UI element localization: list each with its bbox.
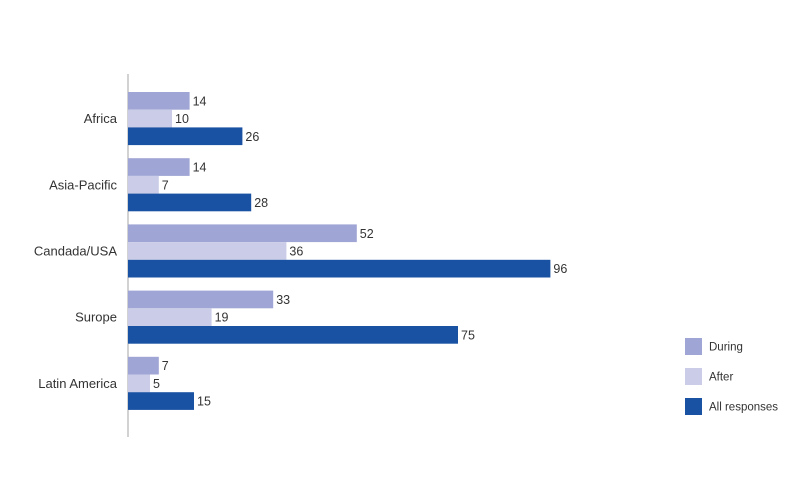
bar-latin-america-after bbox=[128, 374, 150, 393]
bar-africa-after bbox=[128, 109, 172, 128]
category-label-latin-america: Latin America bbox=[38, 376, 118, 391]
category-label-surope: Surope bbox=[75, 310, 117, 325]
legend-label-after: After bbox=[709, 372, 733, 384]
legend-swatch-during bbox=[685, 338, 702, 355]
legend-swatch-after bbox=[685, 368, 702, 385]
bar-surope-during bbox=[128, 290, 274, 309]
category-label-candada-usa: Candada/USA bbox=[34, 243, 117, 258]
data-label-surope-during: 33 bbox=[276, 293, 290, 307]
bar-asia-pacific-all-responses bbox=[128, 193, 252, 212]
bar-asia-pacific-during bbox=[128, 158, 190, 176]
data-label-africa-all-responses: 26 bbox=[245, 130, 259, 144]
data-label-candada-usa-all-responses: 96 bbox=[553, 262, 567, 276]
legend: During After All responses bbox=[685, 338, 778, 415]
bar-latin-america-all-responses bbox=[128, 392, 194, 410]
category-label-asia-pacific: Asia-Pacific bbox=[49, 177, 117, 192]
bar-candada-usa-all-responses bbox=[128, 259, 551, 278]
data-label-africa-after: 10 bbox=[175, 112, 189, 126]
legend-label-all-responses: All responses bbox=[709, 402, 778, 414]
category-labels: Africa Asia-Pacific Candada/USA Surope Latin… bbox=[34, 111, 118, 391]
data-label-latin-america-during: 7 bbox=[162, 359, 169, 373]
data-label-africa-during: 14 bbox=[193, 94, 207, 108]
category-label-africa: Africa bbox=[84, 111, 118, 126]
bar-surope-all-responses bbox=[128, 326, 458, 344]
data-label-asia-pacific-all-responses: 28 bbox=[254, 196, 268, 210]
bar-africa-all-responses bbox=[128, 127, 243, 146]
bar-asia-pacific-after bbox=[128, 175, 159, 194]
legend-swatch-all-responses bbox=[685, 398, 702, 415]
data-label-candada-usa-after: 36 bbox=[289, 244, 303, 258]
bar-candada-usa-during bbox=[128, 224, 357, 243]
data-label-surope-after: 19 bbox=[215, 311, 229, 325]
data-label-surope-all-responses: 75 bbox=[461, 328, 475, 342]
legend-label-during: During bbox=[709, 342, 743, 354]
data-label-asia-pacific-during: 14 bbox=[193, 161, 207, 175]
data-label-latin-america-all-responses: 15 bbox=[197, 395, 211, 409]
bar-africa-during bbox=[128, 92, 190, 110]
data-label-asia-pacific-after: 7 bbox=[162, 178, 169, 192]
data-label-candada-usa-during: 52 bbox=[360, 227, 374, 241]
bar-latin-america-during bbox=[128, 356, 159, 375]
bar-candada-usa-after bbox=[128, 242, 287, 260]
data-label-latin-america-after: 5 bbox=[153, 377, 160, 391]
bar-surope-after bbox=[128, 308, 212, 326]
